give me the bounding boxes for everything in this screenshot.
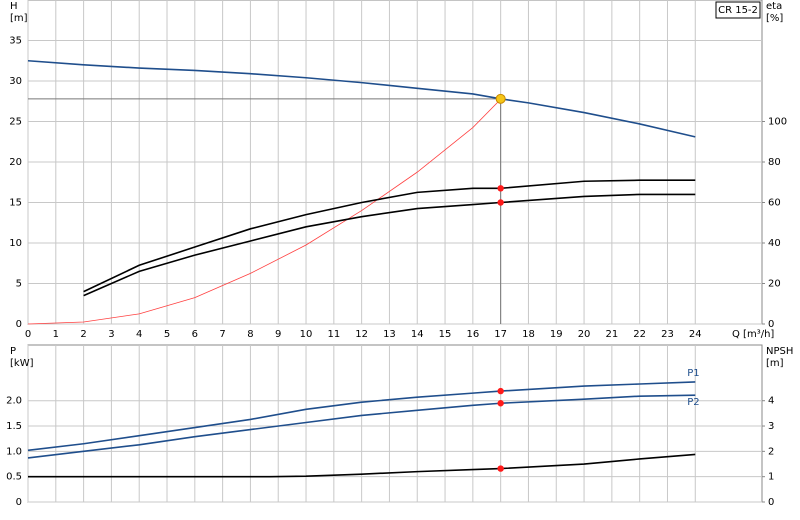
y2-tick-label: 80 [768, 157, 781, 168]
x-tick-label: 11 [327, 329, 340, 340]
series-line [27, 98, 501, 325]
series-line [83, 179, 696, 293]
y-tick-label: 0 [16, 497, 22, 508]
y2-tick-label: 2 [768, 446, 774, 457]
x-tick-label: 6 [192, 329, 198, 340]
y-tick-label: 2.0 [6, 396, 22, 407]
x-tick-label: 1 [53, 329, 59, 340]
x-tick-label: 2 [80, 329, 86, 340]
y-label: P [10, 346, 16, 357]
y2-label: eta [766, 1, 782, 12]
x-tick-label: 13 [383, 329, 396, 340]
x-tick-label: 0 [25, 329, 31, 340]
y2-tick-label: 1 [768, 472, 774, 483]
y-tick-label: 25 [9, 117, 22, 128]
x-tick-label: 10 [300, 329, 313, 340]
annotation: CR 15-2 [718, 5, 758, 16]
series-label: P1 [687, 368, 699, 379]
y2-tick-label: 4 [768, 396, 774, 407]
x-tick-label: 23 [661, 329, 674, 340]
y-label: H [10, 1, 18, 12]
x-tick-label: 14 [411, 329, 424, 340]
plot-area [27, 344, 763, 503]
point-marker [497, 185, 504, 192]
y-tick-label: 20 [9, 157, 22, 168]
y2-tick-label: 60 [768, 198, 781, 209]
y-unit: [kW] [10, 358, 34, 369]
x-tick-label: 17 [494, 329, 507, 340]
y2-unit: [m] [766, 358, 784, 369]
y-tick-label: 0.5 [6, 472, 22, 483]
point-marker [497, 465, 504, 472]
series-line [27, 394, 696, 459]
x-tick-label: 5 [164, 329, 170, 340]
point-marker [497, 387, 504, 395]
series-line [27, 59, 696, 138]
x-tick-label: 7 [219, 329, 225, 340]
operating-point [495, 93, 506, 104]
y2-tick-label: 20 [768, 279, 781, 290]
x-tick-label: 8 [247, 329, 253, 340]
y-tick-label: 35 [9, 36, 22, 47]
y-tick-label: 30 [9, 76, 22, 87]
series-line [83, 193, 696, 297]
y-unit: [m] [10, 13, 28, 24]
y2-unit: [%] [766, 13, 783, 24]
x-tick-label: 16 [466, 329, 479, 340]
x-tick-label: 3 [108, 329, 114, 340]
series-label: P2 [687, 397, 699, 408]
x-tick-label: 19 [550, 329, 563, 340]
annotation-box [715, 1, 761, 19]
x-tick-label: 9 [275, 329, 281, 340]
x-label: Q [m³/h] [732, 329, 774, 340]
x-tick-label: 15 [439, 329, 452, 340]
y-tick-label: 10 [9, 238, 22, 249]
y-tick-label: 1.0 [6, 446, 22, 457]
y2-label: NPSH [766, 346, 793, 357]
y2-tick-label: 40 [768, 238, 781, 249]
x-tick-label: 18 [522, 329, 535, 340]
y2-tick-label: 3 [768, 421, 774, 432]
x-tick-label: 20 [578, 329, 591, 340]
series-line [27, 381, 696, 452]
x-tick-label: 21 [605, 329, 618, 340]
series-line [28, 453, 696, 478]
point-marker [497, 400, 504, 407]
y-tick-label: 5 [16, 279, 22, 290]
x-tick-label: 4 [136, 329, 142, 340]
x-tick-label: 22 [633, 329, 646, 340]
y-tick-label: 15 [9, 198, 22, 209]
y-tick-label: 1.5 [6, 421, 22, 432]
y2-tick-label: 0 [768, 497, 774, 508]
y-tick-label: 0 [16, 319, 22, 330]
x-tick-label: 12 [355, 329, 368, 340]
point-marker [497, 199, 504, 206]
y2-tick-label: 100 [768, 117, 787, 128]
x-tick-label: 24 [689, 329, 702, 340]
y2-tick-label: 0 [768, 319, 774, 330]
